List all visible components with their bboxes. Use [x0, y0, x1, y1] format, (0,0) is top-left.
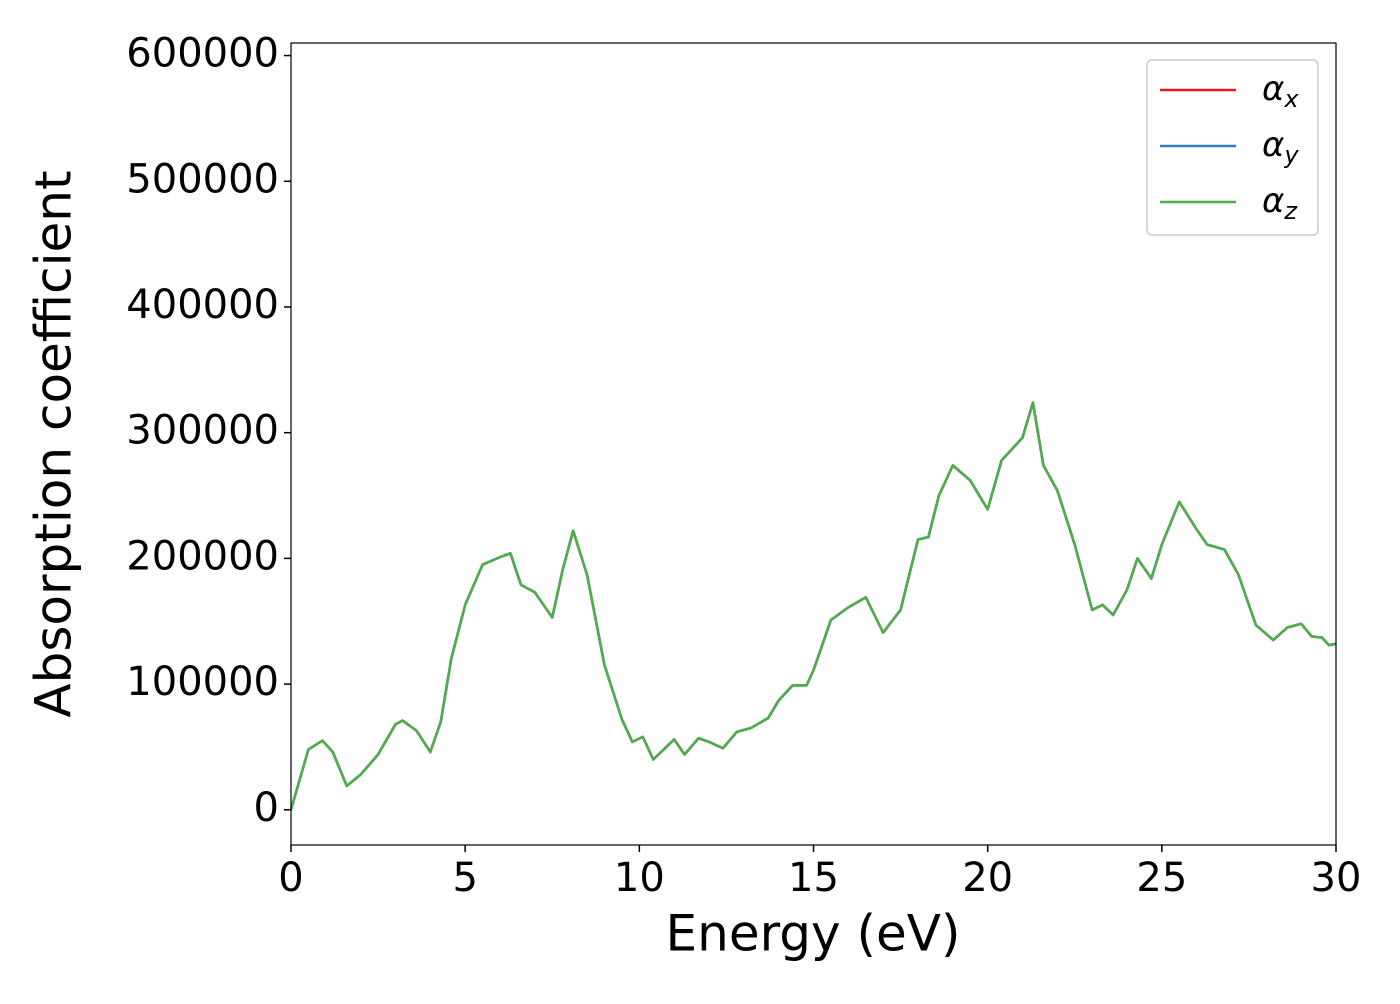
y-tick-label: 300000: [126, 408, 279, 454]
x-tick-label: 25: [1136, 855, 1187, 901]
y-tick-label: 100000: [126, 659, 279, 705]
plot-frame: [290, 42, 1337, 846]
y-tick-label: 600000: [126, 31, 279, 77]
y-axis-label: Absorption coefficient: [25, 170, 83, 717]
x-tick-label: 20: [962, 855, 1013, 901]
y-tick-label: 200000: [126, 533, 279, 579]
legend-box: [1146, 59, 1319, 236]
x-axis-label: Energy (eV): [666, 905, 961, 963]
legend-label: αx: [1262, 69, 1299, 114]
legend-label: αz: [1262, 181, 1298, 226]
x-tick-label: 0: [278, 855, 303, 901]
x-tick-label: 15: [788, 855, 839, 901]
y-tick-label: 500000: [126, 156, 279, 202]
x-tick-label: 10: [614, 855, 665, 901]
y-tick-label: 0: [254, 785, 279, 831]
data-line: [289, 401, 1337, 811]
legend-label: αy: [1262, 125, 1299, 170]
y-tick-label: 400000: [126, 282, 279, 328]
x-tick-label: 5: [452, 855, 477, 901]
x-tick-label: 30: [1311, 855, 1362, 901]
